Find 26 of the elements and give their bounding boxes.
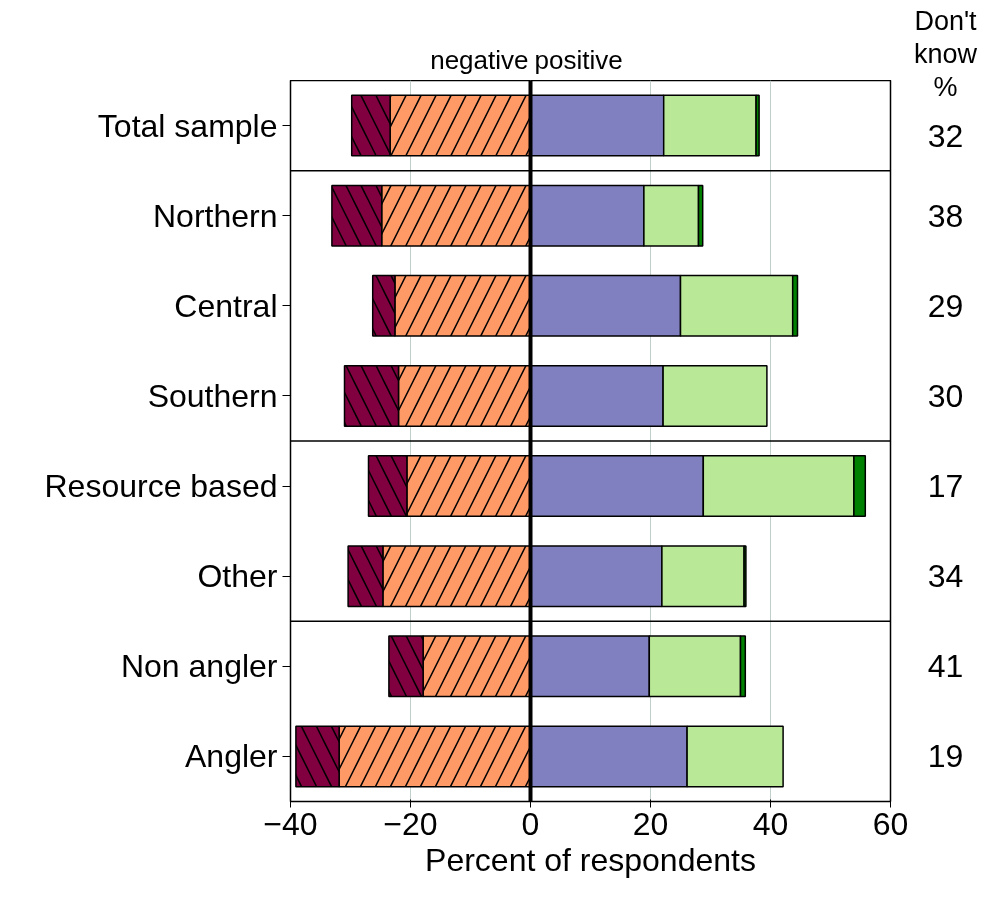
- text: 38: [927, 197, 964, 234]
- y-tick-label: Southern: [147, 377, 278, 414]
- text: 29: [927, 287, 964, 324]
- y-tick-label: Total sample: [97, 107, 278, 144]
- text: negative: [430, 44, 529, 75]
- text: positive: [534, 44, 623, 75]
- x-tick-label: −20: [383, 805, 438, 842]
- text: Don't know %: [913, 5, 978, 102]
- y-tick-label: Angler: [185, 738, 278, 775]
- x-tick-label: 60: [872, 805, 909, 842]
- text: 19: [927, 738, 964, 775]
- text: 34: [927, 558, 964, 595]
- y-tick-label: Central: [174, 287, 278, 324]
- x-tick-label: −40: [263, 805, 318, 842]
- y-tick-label: Other: [197, 558, 278, 595]
- x-tick-label: 20: [632, 805, 669, 842]
- text: 30: [927, 377, 964, 414]
- x-tick-label: 40: [752, 805, 789, 842]
- text: 41: [927, 648, 964, 685]
- x-tick-label: 0: [521, 805, 540, 842]
- y-tick-label: Northern: [153, 197, 278, 234]
- y-tick-label: Non angler: [120, 648, 278, 685]
- text: 32: [927, 118, 964, 155]
- x-axis-title: Percent of respondents: [425, 841, 756, 878]
- y-tick-label: Resource based: [44, 468, 278, 505]
- text: 17: [927, 468, 964, 505]
